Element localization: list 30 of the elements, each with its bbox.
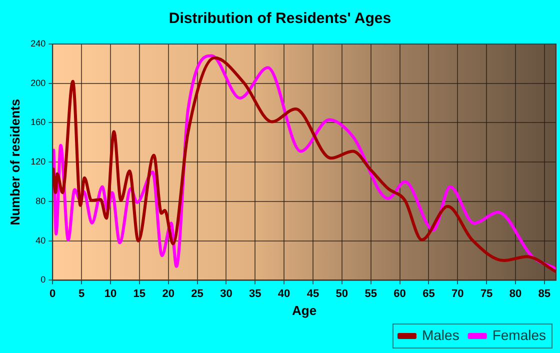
- y-tick-label: 0: [40, 274, 46, 285]
- x-tick-label: 5: [78, 288, 85, 300]
- y-tick-label: 160: [30, 117, 46, 128]
- x-tick-label: 20: [162, 288, 174, 300]
- x-tick-label: 10: [104, 288, 117, 300]
- x-tick-label: 65: [422, 288, 435, 300]
- x-axis-title: Age: [292, 302, 317, 318]
- x-tick-label: 75: [480, 288, 493, 300]
- y-axis-title: Number of residents: [7, 98, 22, 226]
- y-tick-label: 120: [30, 156, 46, 167]
- x-tick-label: 80: [509, 288, 522, 300]
- x-tick-label: 85: [538, 288, 551, 300]
- x-tick-label: 0: [50, 288, 56, 300]
- legend-label: Females: [492, 326, 546, 343]
- x-tick-label: 60: [394, 288, 406, 300]
- x-tick-label: 55: [364, 288, 377, 300]
- x-tick-label: 25: [191, 288, 204, 300]
- legend-label: Males: [422, 326, 460, 343]
- y-tick-label: 80: [36, 196, 46, 206]
- chart-title: Distribution of Residents' Ages: [168, 10, 392, 28]
- x-tick-label: 35: [249, 288, 262, 300]
- x-tick-label: 50: [336, 288, 348, 300]
- x-tick-label: 70: [452, 288, 464, 300]
- y-tick-label: 40: [36, 235, 46, 246]
- x-tick-label: 45: [306, 288, 320, 300]
- x-tick-label: 15: [133, 288, 146, 300]
- y-tick-label: 200: [30, 78, 46, 88]
- x-tick-label: 40: [278, 288, 290, 300]
- y-tick-label: 240: [30, 38, 46, 48]
- x-tick-label: 30: [220, 288, 232, 300]
